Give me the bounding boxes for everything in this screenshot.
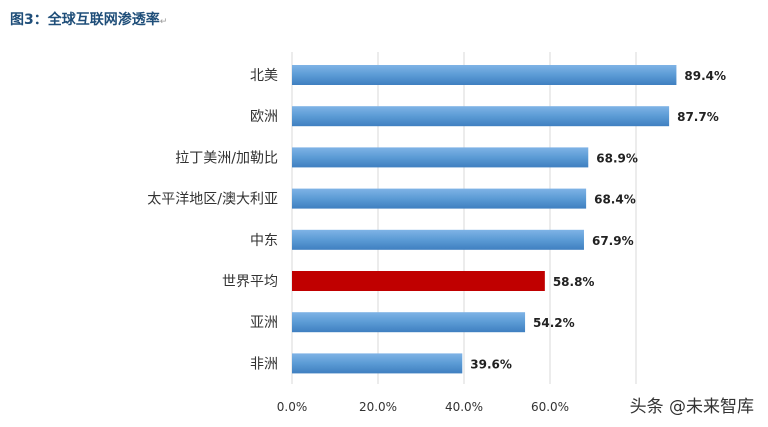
x-tick-label-0: 0.0% [277, 400, 308, 414]
value-label-0: 89.4% [684, 69, 726, 83]
category-label-1: 欧洲 [250, 109, 278, 125]
x-tick-label-1: 20.0% [359, 400, 397, 414]
category-label-5: 世界平均 [222, 274, 278, 290]
value-label-4: 67.9% [592, 234, 634, 248]
value-label-3: 68.4% [594, 193, 636, 207]
category-label-4: 中东 [250, 233, 278, 249]
watermark: 头条 @未来智库 [629, 397, 754, 417]
chart-title: 图3：全球互联网渗透率↵ [10, 9, 167, 29]
bar-3 [292, 188, 587, 209]
bar-7 [292, 353, 463, 374]
bar-6 [292, 312, 526, 333]
category-label-3: 太平洋地区/澳大利亚 [147, 192, 278, 208]
value-label-5: 58.8% [553, 275, 595, 289]
category-label-0: 北美 [250, 68, 278, 84]
value-label-2: 68.9% [596, 151, 638, 165]
x-tick-label-2: 40.0% [445, 400, 483, 414]
category-label-2: 拉丁美洲/加勒比 [175, 150, 278, 166]
return-mark-icon: ↵ [159, 17, 168, 27]
bar-4 [292, 229, 584, 250]
value-label-6: 54.2% [533, 316, 575, 330]
x-tick-label-3: 60.0% [531, 400, 569, 414]
chart-title-text: 图3：全球互联网渗透率 [10, 12, 160, 28]
category-label-6: 亚洲 [250, 315, 278, 331]
bar-0 [292, 65, 677, 85]
value-label-1: 87.7% [677, 110, 719, 124]
value-label-7: 39.6% [470, 357, 512, 371]
bar-2 [292, 147, 589, 168]
bar-1 [292, 106, 670, 127]
bar-5 [292, 271, 545, 291]
category-label-7: 非洲 [250, 356, 278, 372]
